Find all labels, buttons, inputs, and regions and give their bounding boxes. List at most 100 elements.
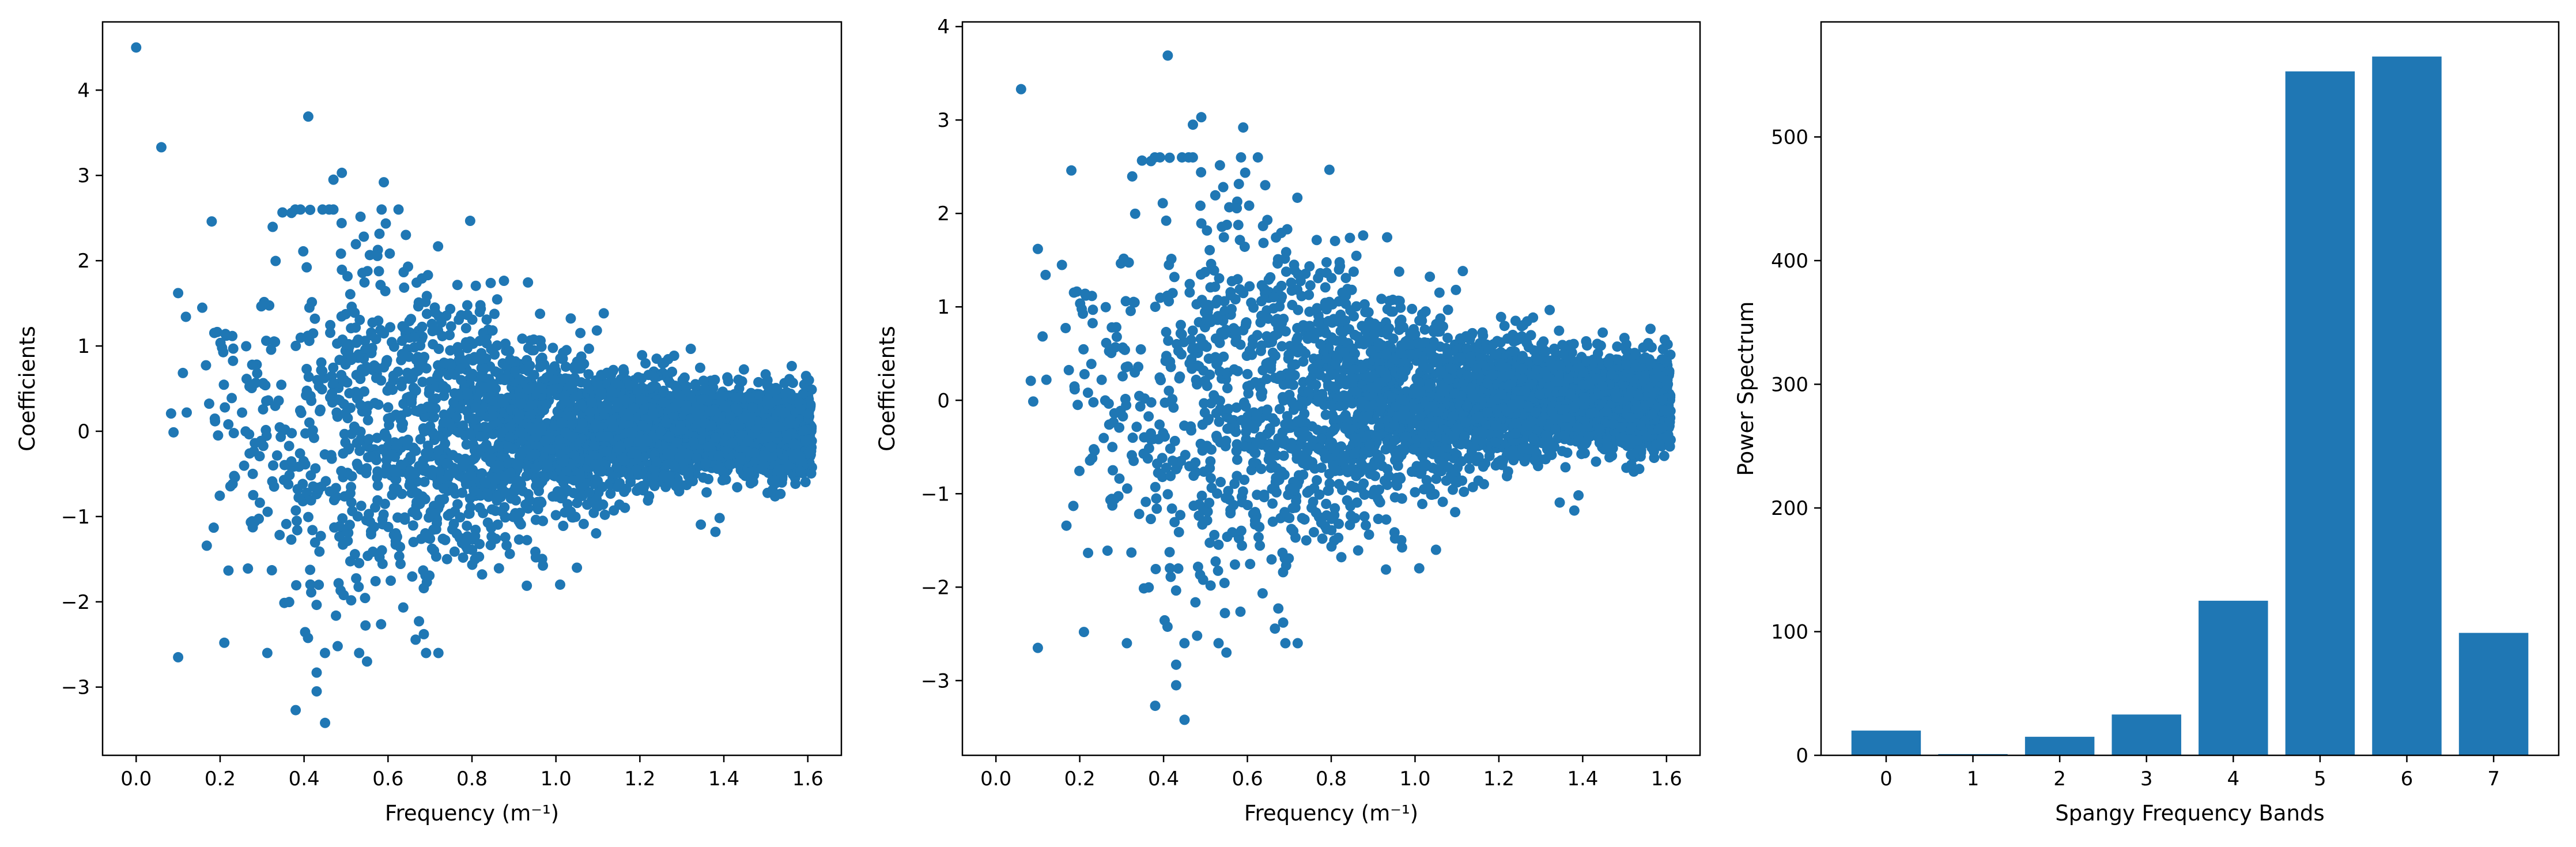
data-point — [350, 239, 361, 250]
data-point — [760, 369, 771, 380]
data-point — [228, 355, 239, 366]
data-point — [781, 430, 792, 441]
data-point — [410, 634, 421, 645]
data-point — [651, 456, 662, 467]
data-point — [669, 461, 680, 472]
data-point — [399, 282, 410, 293]
data-point — [1313, 273, 1324, 284]
data-point — [428, 524, 439, 535]
data-point — [344, 520, 355, 530]
data-point — [1121, 638, 1132, 649]
data-point — [498, 276, 509, 287]
data-point — [215, 337, 226, 348]
data-point — [699, 383, 710, 394]
data-point — [658, 397, 668, 408]
data-point — [700, 458, 711, 469]
data-point — [415, 434, 426, 445]
data-point — [490, 460, 501, 471]
data-point — [463, 412, 474, 423]
data-point — [307, 425, 318, 436]
data-point — [372, 480, 383, 491]
data-point — [165, 408, 176, 419]
data-point — [485, 277, 496, 288]
data-point — [402, 434, 413, 445]
data-point — [1612, 341, 1623, 352]
data-point — [388, 483, 399, 494]
data-point — [371, 372, 382, 383]
data-point — [428, 394, 439, 405]
data-point — [260, 336, 271, 347]
data-point — [315, 406, 326, 417]
data-point — [485, 540, 496, 551]
data-point — [421, 447, 432, 458]
data-point — [410, 468, 421, 479]
data-point — [568, 378, 579, 389]
data-point — [415, 340, 426, 351]
data-point — [670, 480, 681, 491]
data-point — [388, 341, 399, 352]
data-point — [584, 406, 595, 417]
data-point — [316, 357, 327, 368]
data-point — [328, 362, 339, 373]
data-point — [206, 216, 217, 227]
data-point — [325, 327, 336, 338]
data-point — [218, 379, 229, 390]
data-point — [486, 522, 497, 533]
data-point — [303, 511, 313, 522]
data-point — [1192, 562, 1203, 573]
data-point — [407, 520, 418, 531]
data-point — [336, 370, 347, 381]
data-point — [677, 445, 688, 456]
data-point — [504, 345, 515, 356]
data-point — [391, 440, 402, 451]
data-point — [688, 436, 699, 447]
data-point — [492, 294, 503, 305]
data-point — [522, 580, 532, 591]
data-point — [284, 441, 294, 451]
data-point — [402, 406, 413, 417]
x-tick-label: 1.4 — [708, 767, 739, 790]
data-point — [767, 450, 778, 461]
data-point — [660, 417, 671, 428]
data-point — [474, 551, 485, 562]
data-point — [467, 314, 478, 325]
data-point — [492, 492, 503, 503]
data-point — [569, 361, 580, 372]
data-point — [373, 266, 384, 277]
data-point — [247, 468, 258, 479]
data-point — [738, 364, 749, 375]
data-point — [269, 481, 279, 492]
data-point — [459, 474, 470, 485]
data-point — [538, 515, 549, 526]
data-point — [638, 404, 649, 415]
data-point — [364, 509, 375, 520]
data-point — [305, 564, 316, 575]
data-point — [324, 204, 335, 215]
data-point — [383, 402, 394, 413]
data-point — [362, 415, 373, 426]
data-point — [558, 521, 569, 532]
data-point — [241, 341, 252, 352]
data-point — [504, 548, 515, 559]
data-point — [438, 483, 449, 494]
data-point — [346, 497, 357, 508]
data-point — [623, 437, 634, 448]
data-point — [255, 435, 266, 446]
data-point — [469, 352, 480, 363]
data-point — [692, 409, 702, 420]
data-point — [372, 432, 383, 443]
data-point — [332, 641, 343, 652]
data-point — [291, 515, 302, 526]
data-point — [1257, 588, 1268, 599]
data-point — [269, 336, 279, 347]
data-point — [433, 445, 444, 456]
data-point — [358, 231, 369, 242]
data-point — [488, 410, 498, 421]
data-point — [774, 421, 785, 432]
data-point — [292, 484, 303, 495]
data-point — [168, 427, 179, 438]
data-point — [744, 391, 755, 402]
data-point — [456, 487, 467, 498]
data-point — [332, 338, 343, 349]
x-tick-label: 0.0 — [120, 767, 152, 790]
